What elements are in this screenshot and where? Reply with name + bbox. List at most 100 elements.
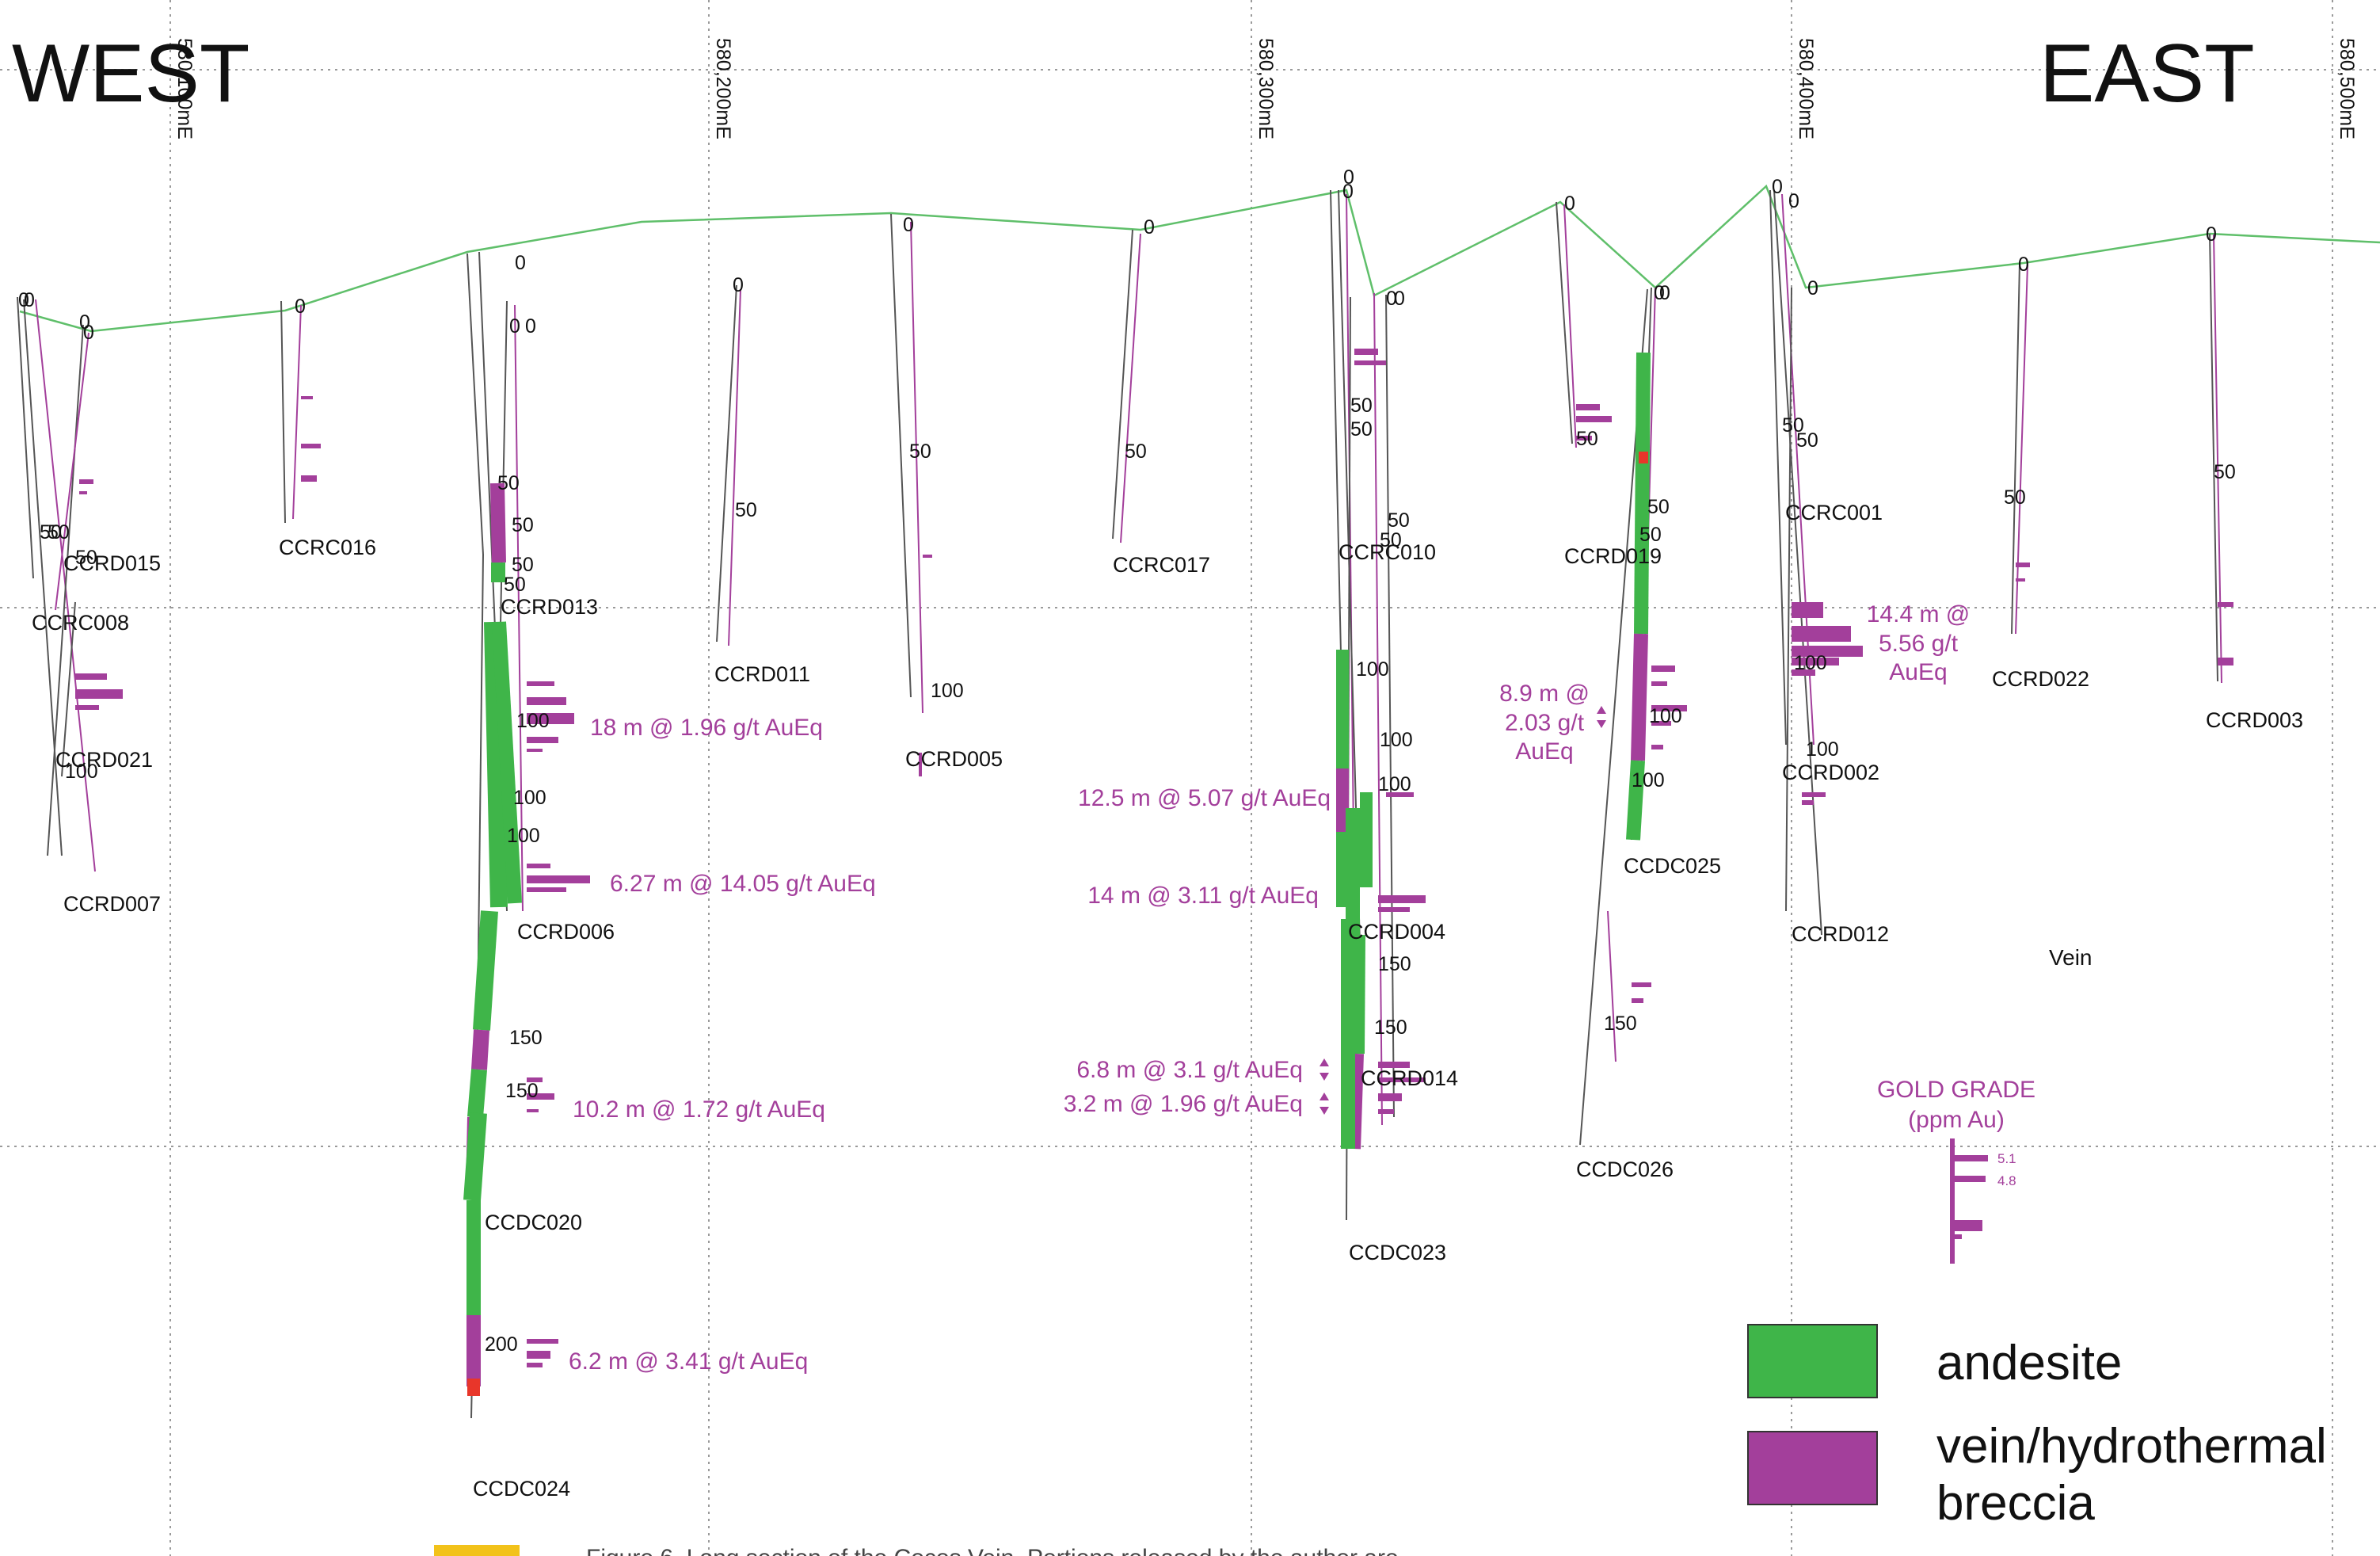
interval-arrow-icon	[1319, 1073, 1329, 1081]
hole-trace	[55, 332, 89, 611]
hole-name: CCRC010	[1339, 540, 1436, 564]
grade-bar	[1802, 792, 1826, 797]
depth-label: 100	[1380, 729, 1413, 751]
hole-name: CCDC023	[1349, 1241, 1446, 1264]
hole-name: CCRD015	[63, 551, 161, 575]
hole-trace	[514, 304, 524, 912]
depth-label: 50	[48, 521, 70, 543]
grade-bar	[1576, 436, 1592, 440]
depth-label: 150	[505, 1080, 539, 1102]
grade-bar	[1802, 800, 1814, 805]
depth-label: 100	[1378, 773, 1411, 795]
lithology-interval	[490, 482, 506, 563]
depth-label: 150	[1604, 1013, 1637, 1035]
grade-bar	[527, 737, 558, 743]
hole-trace	[466, 253, 484, 555]
depth-label: 150	[509, 1027, 543, 1049]
depth-label: 0	[733, 274, 744, 296]
grade-bar	[527, 713, 574, 724]
grade-bar	[1792, 658, 1839, 665]
grade-bar	[919, 753, 922, 776]
depth-label: 50	[1796, 429, 1818, 452]
hole-name: CCRD004	[1348, 920, 1445, 944]
depth-label: 0	[1659, 282, 1670, 304]
hole-trace	[1112, 229, 1133, 540]
hole-trace	[17, 296, 34, 579]
easting-label: 580,300mE	[1255, 38, 1277, 139]
depth-label: 150	[1378, 953, 1411, 975]
lithology-interval	[484, 621, 508, 908]
hole-trace	[1773, 189, 1822, 936]
hole-trace	[1120, 233, 1141, 543]
hole-trace	[1769, 189, 1787, 746]
intercept-label: 14 m @ 3.11 g/t AuEq	[1087, 883, 1319, 909]
easting-label: 580,200mE	[712, 38, 734, 139]
lithology-interval	[463, 1112, 487, 1201]
gold-grade-unit: (ppm Au)	[1908, 1107, 2005, 1133]
easting-label: 580,500mE	[2336, 38, 2358, 139]
depth-label: 0	[24, 289, 35, 311]
grade-bar	[527, 864, 550, 868]
intercept-label: 6.8 m @ 3.1 g/t AuEq	[1076, 1057, 1303, 1083]
intercept-label: 6.27 m @ 14.05 g/t AuEq	[610, 871, 876, 897]
grade-bar	[923, 555, 932, 558]
topographic-surface	[19, 184, 2380, 333]
lithology-interval	[1634, 352, 1651, 635]
easting-label: 580,100mE	[173, 38, 196, 139]
depth-label: 0	[1394, 288, 1405, 310]
hole-trace	[1607, 910, 1616, 1062]
depth-label: 50	[1576, 428, 1598, 450]
grade-bar	[527, 1339, 558, 1344]
depth-label: 100	[507, 825, 540, 847]
lithology-interval	[467, 1069, 487, 1118]
easting-labels: 580,100mE 580,200mE 580,300mE 580,400mE 580,…	[173, 38, 2358, 139]
hole-name: CCRD006	[517, 920, 615, 944]
hole-trace	[2015, 264, 2028, 635]
depth-label: 0	[18, 289, 29, 311]
depth-label: 100	[1649, 705, 1682, 727]
depth-label: 50	[735, 499, 757, 521]
grade-bar	[75, 673, 107, 680]
hole-trace	[1563, 204, 1577, 448]
depth-label: 0	[525, 315, 536, 338]
hole-name: CCRD022	[1992, 667, 2089, 691]
depth-label: 50	[1350, 395, 1373, 417]
depth-label: 150	[1374, 1016, 1407, 1039]
depth-label: 0	[83, 322, 94, 344]
interval-arrow-icon	[1319, 1093, 1329, 1100]
depth-label: 50	[75, 547, 97, 569]
grade-bar	[1354, 349, 1378, 355]
hole-name: CCRC016	[279, 536, 376, 559]
intercept-label: 8.9 m @	[1499, 681, 1590, 707]
grade-bar	[1378, 895, 1426, 903]
hole-name: CCRD014	[1361, 1066, 1458, 1090]
hole-name: CCRD003	[2206, 708, 2303, 732]
intercept-label: AuEq	[1889, 659, 1947, 685]
grade-bar	[527, 1351, 550, 1359]
hole-name: CCDC020	[485, 1211, 582, 1234]
hole-name: CCRC001	[1785, 501, 1883, 524]
grade-bar	[527, 887, 566, 892]
depth-label: 0	[1343, 166, 1354, 189]
intercept-annotations: 18 m @ 1.96 g/t AuEq 6.27 m @ 14.05 g/t A…	[569, 601, 1970, 1375]
grade-bar	[1632, 982, 1651, 987]
depth-label: 0	[1386, 288, 1397, 310]
grade-bar	[1378, 1109, 1394, 1114]
lithology-interval	[473, 910, 498, 1031]
grade-bar	[79, 479, 93, 484]
grade-bar	[301, 475, 317, 482]
west-title: WEST	[12, 28, 249, 120]
grade-bar	[1651, 745, 1663, 749]
interval-arrow-icon	[1319, 1107, 1329, 1115]
depth-label: 0	[509, 315, 520, 338]
gold-scale-value: 5.1	[1997, 1151, 2016, 1166]
publisher-logo	[434, 1545, 520, 1556]
figure-caption: Figure 6. Long section of the Cocos Vein…	[586, 1545, 1399, 1556]
grade-bar	[527, 681, 554, 686]
grade-bar	[1378, 1077, 1426, 1082]
grade-bar	[527, 1077, 543, 1082]
depth-label: 0	[79, 311, 90, 334]
depth-label: 0	[1654, 282, 1665, 304]
grade-bar	[1792, 602, 1823, 618]
